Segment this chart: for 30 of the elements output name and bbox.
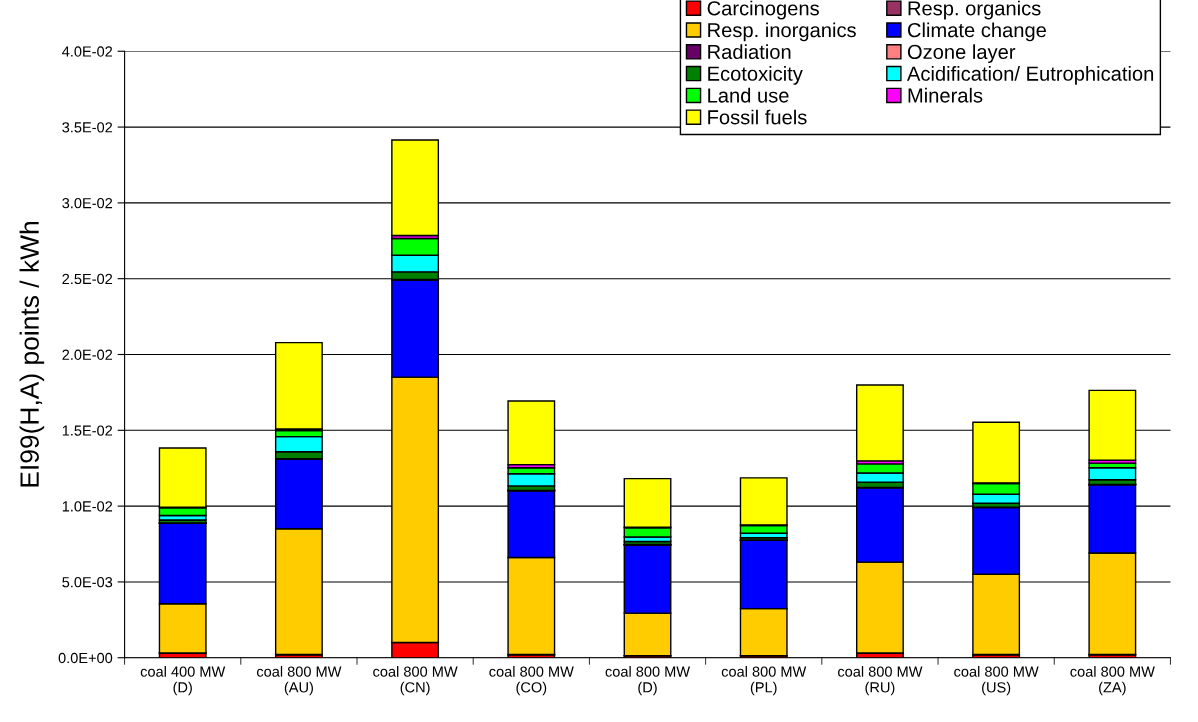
legend-label: Resp. inorganics <box>708 22 856 42</box>
x-tick-label: coal 800 MW (AU) <box>256 666 342 696</box>
legend-label: Resp. organics <box>908 0 1041 20</box>
y-tick-label: 2.0E-02 <box>62 349 113 360</box>
legend-label: Fossil fuels <box>708 109 807 125</box>
legend-label: Carcinogens <box>707 0 819 20</box>
legend-label: Radiation <box>708 44 791 60</box>
x-tick-label: coal 800 MW (US) <box>954 666 1039 696</box>
y-tick-label: 3.0E-02 <box>62 197 113 209</box>
legend-label: Ozone layer <box>907 44 1016 64</box>
y-tick-label: 0.0E+00 <box>58 652 113 664</box>
x-tick-label: coal 800 MW (PL) <box>721 666 807 696</box>
legend-label: Minerals <box>908 87 983 103</box>
x-tick-label: coal 800 MW (RU) <box>838 666 923 696</box>
y-axis-title: EI99(H,A) points / kWh <box>19 222 45 487</box>
legend-label: Climate change <box>907 22 1046 42</box>
y-tick-label: 4.0E-02 <box>62 46 113 57</box>
x-tick-label: coal 800 MW (ZA) <box>1070 666 1155 696</box>
x-tick-label: coal 800 MW (D) <box>605 666 691 696</box>
legend-label: Acidification/ Eutrophication <box>906 66 1154 85</box>
y-tick-label: 3.5E-02 <box>62 122 113 133</box>
x-tick-label: coal 400 MW (D) <box>140 666 226 696</box>
y-tick-label: 1.0E-02 <box>62 501 113 512</box>
y-tick-label: 5.0E-03 <box>62 577 113 588</box>
y-tick-label: 1.5E-02 <box>62 425 113 436</box>
x-tick-label: coal 800 MW (CO) <box>489 666 574 696</box>
y-tick-label: 2.5E-02 <box>62 273 113 285</box>
legend-label: Land use <box>708 87 789 103</box>
x-tick-label: coal 800 MW (CN) <box>373 666 458 696</box>
legend-label: Ecotoxicity <box>708 66 803 85</box>
